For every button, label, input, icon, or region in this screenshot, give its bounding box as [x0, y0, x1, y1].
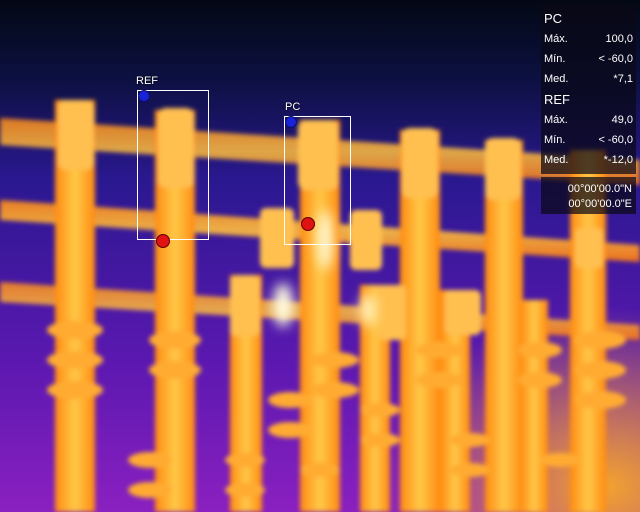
ref-max-row: Máx. 49,0: [544, 110, 633, 130]
ref-min-value: < -60,0: [598, 134, 633, 146]
pc-roi-box[interactable]: [284, 116, 351, 245]
hot-spots: [273, 210, 376, 327]
ref-med-row: Med. *-12,0: [544, 150, 633, 170]
ref-max-label: Máx.: [544, 114, 568, 126]
pc-min-label: Mín.: [544, 53, 566, 65]
gps-coordinates-panel: 00°00'00.0"N 00°00'00.0"E: [541, 177, 636, 214]
pc-max-label: Máx.: [544, 33, 568, 45]
pc-min-row: Mín. < -60,0: [544, 49, 633, 69]
ref-min-row: Mín. < -60,0: [544, 130, 633, 150]
pc-stats-title: PC: [544, 11, 563, 26]
substation-structure: [0, 100, 640, 512]
ref-roi-label: REF: [136, 75, 158, 87]
pc-max-row: Máx. 100,0: [544, 29, 633, 49]
pc-min-value: < -60,0: [598, 53, 633, 65]
ref-min-label: Mín.: [544, 134, 566, 146]
pc-max-value: 100,0: [605, 33, 633, 45]
pc-roi-label: PC: [285, 101, 301, 113]
pc-med-row: Med. *7,1: [544, 69, 633, 89]
ref-med-label: Med.: [544, 154, 569, 166]
ref-min-marker[interactable]: [138, 90, 150, 102]
measurement-stats-panel: PC Máx. 100,0 Mín. < -60,0 Med. *7,1 REF…: [541, 4, 636, 174]
pc-med-value: *7,1: [613, 73, 633, 85]
ref-roi-box[interactable]: [137, 90, 209, 240]
gps-latitude: 00°00'00.0"N: [567, 183, 632, 195]
pc-med-label: Med.: [544, 73, 569, 85]
pc-min-marker[interactable]: [285, 116, 297, 128]
ref-max-value: 49,0: [611, 114, 633, 126]
pc-max-marker[interactable]: [301, 217, 315, 231]
ref-stats-title: REF: [544, 92, 570, 107]
gps-longitude: 00°00'00.0"E: [568, 198, 632, 210]
ref-med-value: *-12,0: [603, 154, 633, 166]
ref-max-marker[interactable]: [156, 234, 170, 248]
